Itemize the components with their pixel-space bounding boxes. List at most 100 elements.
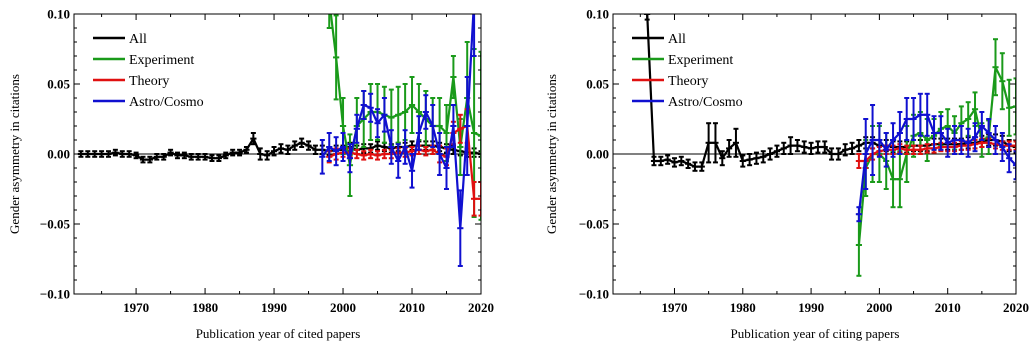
data-point <box>208 154 216 162</box>
data-point <box>889 150 897 209</box>
data-point <box>896 111 903 155</box>
y-tick-label: 0.00 <box>586 147 609 162</box>
data-point <box>236 148 243 157</box>
y-tick-label: −0.05 <box>40 217 71 232</box>
x-axis-title: Publication year of cited papers <box>196 326 361 341</box>
data-point <box>808 141 815 155</box>
data-point <box>924 92 931 137</box>
series-line <box>857 113 1016 215</box>
series-experiment <box>326 14 481 221</box>
data-point <box>1006 143 1013 174</box>
data-point <box>965 127 972 158</box>
data-point <box>876 122 883 158</box>
data-point <box>367 92 374 123</box>
data-point <box>291 140 298 151</box>
y-tick-label: 0.05 <box>586 77 609 92</box>
data-point <box>312 144 319 155</box>
data-point <box>903 144 910 155</box>
data-point <box>422 94 429 130</box>
data-point <box>277 143 285 154</box>
x-tick-label: 2010 <box>399 300 425 315</box>
data-point <box>395 85 402 144</box>
data-point <box>126 150 133 158</box>
legend-label: Experiment <box>129 53 194 68</box>
data-point <box>842 143 849 157</box>
data-point <box>917 144 924 155</box>
data-point <box>944 127 951 158</box>
data-point <box>855 206 862 223</box>
data-point <box>374 140 381 151</box>
data-point <box>450 104 457 148</box>
data-point <box>374 150 381 161</box>
data-point <box>691 161 699 172</box>
data-point <box>470 181 478 217</box>
data-point <box>739 154 746 168</box>
y-tick-label: −0.10 <box>579 287 609 302</box>
data-point <box>457 113 464 144</box>
data-point <box>855 139 862 153</box>
y-tick-label: −0.10 <box>40 287 70 302</box>
data-point <box>243 146 250 154</box>
data-point <box>862 118 869 190</box>
data-point <box>917 92 924 137</box>
data-point <box>794 139 801 153</box>
data-point <box>992 38 999 97</box>
data-point <box>726 139 733 158</box>
x-tick-label: 1980 <box>192 300 218 315</box>
data-point <box>201 153 209 161</box>
data-point <box>188 153 195 161</box>
data-point <box>985 118 992 148</box>
data-point <box>119 150 126 158</box>
series-line <box>857 66 1016 246</box>
data-point <box>910 144 917 155</box>
data-point <box>835 147 842 161</box>
data-point <box>477 50 481 221</box>
data-point <box>719 150 726 167</box>
legend-label: Astro/Cosmo <box>129 95 204 110</box>
data-point <box>814 140 821 154</box>
data-point <box>408 76 416 134</box>
data-point <box>305 140 312 151</box>
data-point <box>732 127 740 158</box>
data-point <box>992 125 999 155</box>
data-point <box>229 148 236 157</box>
data-point <box>353 148 360 160</box>
data-point <box>855 153 862 169</box>
legend: All Experiment Theory Astro/Cosmo <box>93 32 204 110</box>
data-point <box>999 52 1006 111</box>
data-point <box>910 97 917 141</box>
series-astro-cosmo <box>855 92 1016 223</box>
data-point <box>408 153 416 189</box>
legend-label: Theory <box>129 74 169 89</box>
y-tick-label: 0.10 <box>586 7 609 22</box>
data-point <box>436 132 443 176</box>
data-point <box>84 150 91 158</box>
data-point <box>924 143 931 154</box>
chart-panel-1: 1970 1980 1990 2000 2010 2020 −0.10 −0.05 0.00 0.… <box>7 7 494 342</box>
data-point <box>978 111 985 141</box>
data-point <box>153 153 160 161</box>
data-point <box>160 153 167 161</box>
data-point <box>951 125 958 155</box>
data-point <box>264 150 271 161</box>
data-point <box>971 122 979 153</box>
data-point <box>284 144 291 155</box>
data-point <box>333 14 340 101</box>
data-point <box>326 132 333 162</box>
data-point <box>132 151 140 160</box>
data-point <box>896 150 903 209</box>
legend-label: Experiment <box>668 53 733 68</box>
data-point <box>705 122 712 164</box>
legend: All Experiment Theory Astro/Cosmo <box>632 32 743 110</box>
y-axis-title: Gender asymmetry in citations <box>7 74 22 234</box>
data-point <box>319 139 326 175</box>
data-point <box>98 150 105 158</box>
data-point <box>457 189 464 267</box>
data-point <box>848 141 856 155</box>
legend-label: All <box>129 32 147 47</box>
data-point <box>415 115 423 151</box>
data-point <box>664 154 671 165</box>
x-tick-label: 1990 <box>261 300 287 315</box>
data-point <box>650 155 658 167</box>
data-point <box>801 140 808 154</box>
